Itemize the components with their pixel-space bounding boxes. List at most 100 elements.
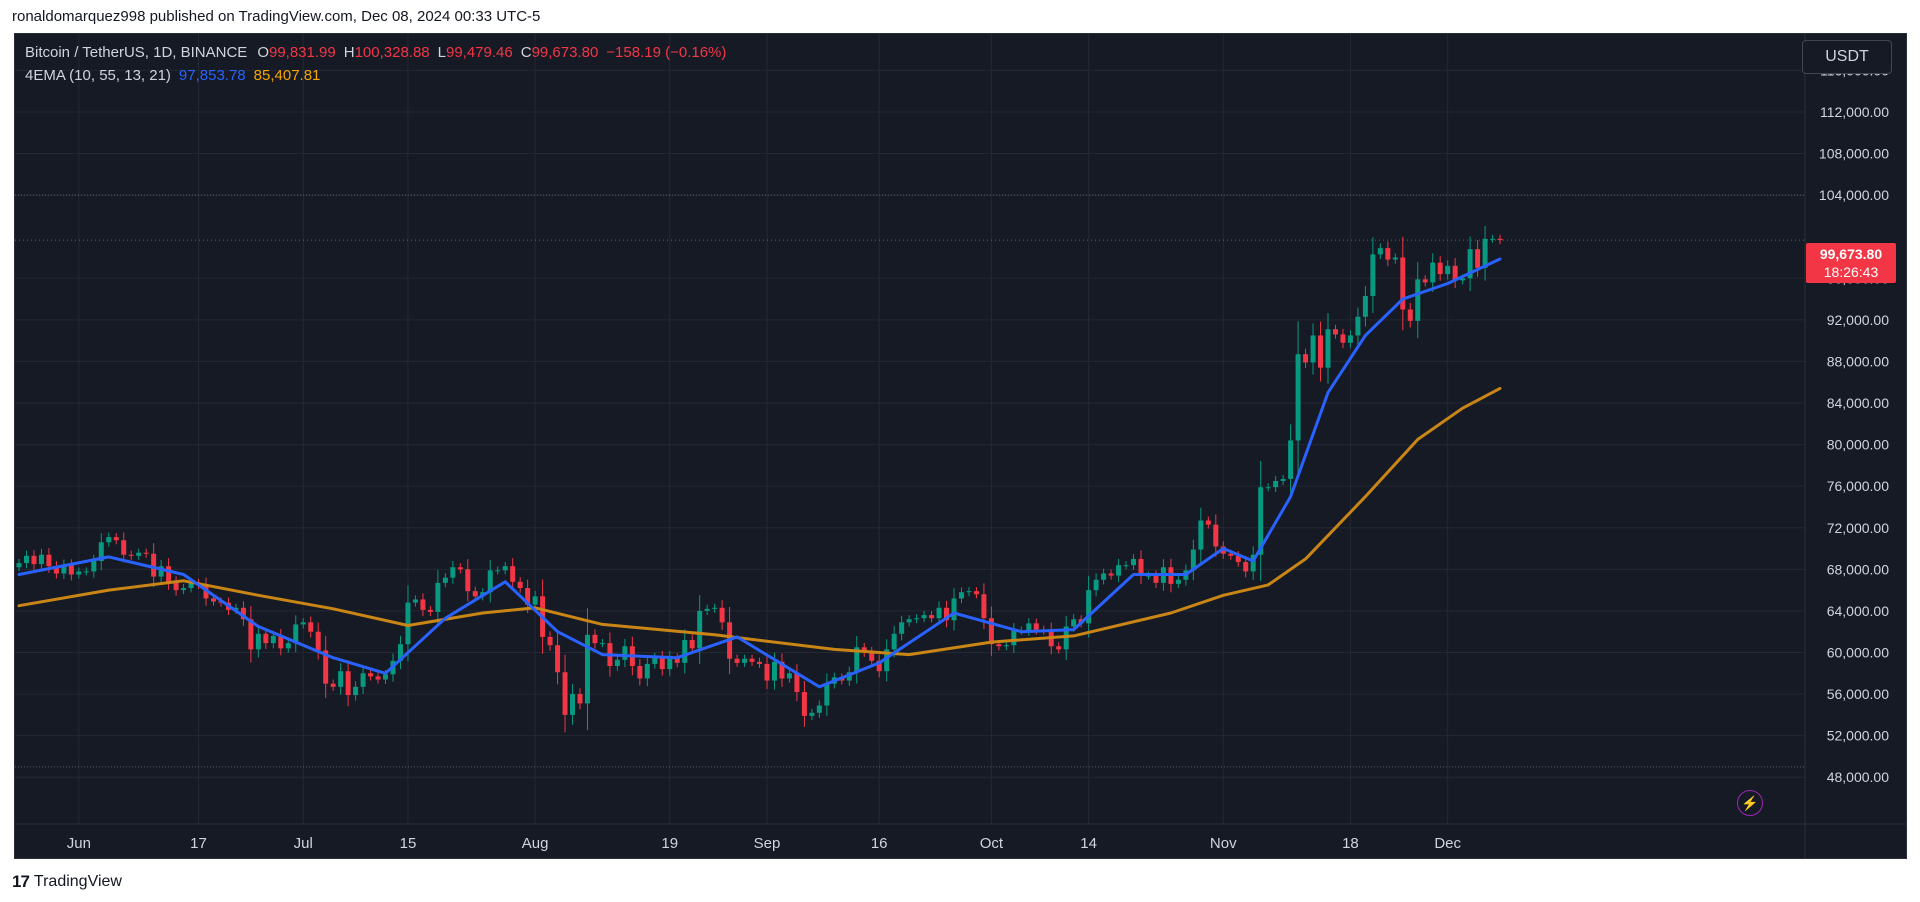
tradingview-logo-text: TradingView [33, 873, 122, 890]
candle-body [562, 672, 568, 715]
candle [824, 673, 830, 716]
candle [1295, 321, 1301, 474]
candle-body [1340, 334, 1346, 343]
candle [1131, 554, 1137, 570]
y-tick-label: 80,000.00 [1827, 437, 1889, 453]
price-chart[interactable]: 116,000.00112,000.00108,000.00104,000.00… [15, 34, 1906, 858]
candle [76, 567, 82, 579]
candle-body [472, 591, 478, 597]
y-tick-label: 64,000.00 [1827, 603, 1889, 619]
close-label: C [520, 44, 532, 61]
candle-body [936, 607, 942, 619]
chart-panel[interactable]: 116,000.00112,000.00108,000.00104,000.00… [14, 33, 1907, 859]
candle [704, 604, 710, 615]
candle-body [719, 607, 725, 623]
candle-body [1011, 630, 1017, 646]
candle-body [704, 608, 710, 611]
candle [248, 606, 254, 663]
candle [734, 654, 740, 667]
candle [360, 665, 366, 695]
candle-body [166, 566, 172, 582]
candle [958, 587, 964, 604]
indicator-name[interactable]: 4EMA (10, 55, 13, 21) [25, 67, 171, 84]
candle [495, 566, 501, 575]
candle-body [106, 537, 112, 543]
candle-body [1093, 579, 1099, 591]
candle-body [816, 705, 822, 713]
candle-body [1460, 278, 1466, 281]
x-tick-label: Oct [980, 835, 1004, 852]
candle [23, 550, 29, 569]
y-tick-label: 108,000.00 [1819, 146, 1889, 162]
candle [53, 561, 59, 579]
candle-body [502, 566, 508, 571]
candle-body [1362, 295, 1368, 317]
candle [622, 638, 628, 668]
candle-body [240, 607, 246, 620]
candle [1093, 573, 1099, 597]
candle-body [136, 552, 142, 556]
y-tick-label: 76,000.00 [1827, 478, 1889, 494]
candle [869, 646, 875, 667]
candle [1385, 241, 1391, 267]
y-tick-label: 104,000.00 [1819, 187, 1889, 203]
candle-body [173, 581, 179, 591]
candle-body [360, 673, 366, 687]
candle-body [958, 592, 964, 599]
lightning-bolt-icon[interactable]: ⚡ [1737, 790, 1763, 816]
candle-body [457, 567, 463, 570]
candle-body [293, 624, 299, 644]
candle [166, 558, 172, 590]
candle [1205, 516, 1211, 529]
x-tick-label: 14 [1080, 835, 1097, 852]
candle-body [1347, 335, 1353, 343]
candle-body [532, 596, 538, 605]
candle [1445, 260, 1451, 280]
candle-body [547, 636, 553, 646]
candle-body [1101, 573, 1107, 580]
candlesticks [16, 225, 1503, 733]
candle [285, 638, 291, 653]
candle [1340, 328, 1346, 349]
candle [181, 583, 187, 595]
candle-body [495, 570, 501, 572]
candle [113, 533, 119, 545]
candle [1332, 324, 1338, 339]
indicator-legend[interactable]: 4EMA (10, 55, 13, 21) 97,853.78 85,407.81 [25, 67, 328, 84]
candle-body [809, 712, 815, 716]
candle [1108, 569, 1114, 580]
candle [315, 622, 321, 660]
candle [592, 629, 598, 649]
candle-body [46, 554, 52, 567]
candle-body [1265, 487, 1271, 489]
candle [1490, 234, 1496, 243]
candle-body [599, 643, 605, 645]
currency-unit-button[interactable]: USDT [1802, 40, 1892, 74]
candle [1116, 558, 1122, 582]
candle [674, 653, 680, 668]
tradingview-logo-icon: 17 [12, 872, 30, 891]
candle-body [1377, 248, 1383, 255]
x-tick-label: Jun [67, 835, 91, 852]
candle-body [1415, 279, 1421, 321]
candle-body [1116, 565, 1122, 576]
ema-slow-value: 85,407.81 [253, 67, 321, 84]
candle-body [510, 566, 516, 582]
x-tick-label: 15 [400, 835, 417, 852]
candle [1265, 483, 1271, 492]
symbol-name[interactable]: Bitcoin / TetherUS, 1D, BINANCE [25, 44, 248, 61]
candle-body [944, 607, 950, 621]
candle-body [278, 635, 284, 649]
candle-body [637, 666, 643, 679]
candle-body [323, 650, 329, 684]
candle [1280, 474, 1286, 486]
candle [1347, 330, 1353, 348]
candle [1026, 618, 1032, 636]
candle [487, 560, 493, 603]
candle [906, 615, 912, 627]
candle-body [697, 610, 703, 649]
candle-body [786, 673, 792, 679]
candle-body [1003, 645, 1009, 647]
candle-body [1123, 565, 1129, 567]
symbol-legend[interactable]: Bitcoin / TetherUS, 1D, BINANCE O99,831.9… [25, 44, 734, 61]
